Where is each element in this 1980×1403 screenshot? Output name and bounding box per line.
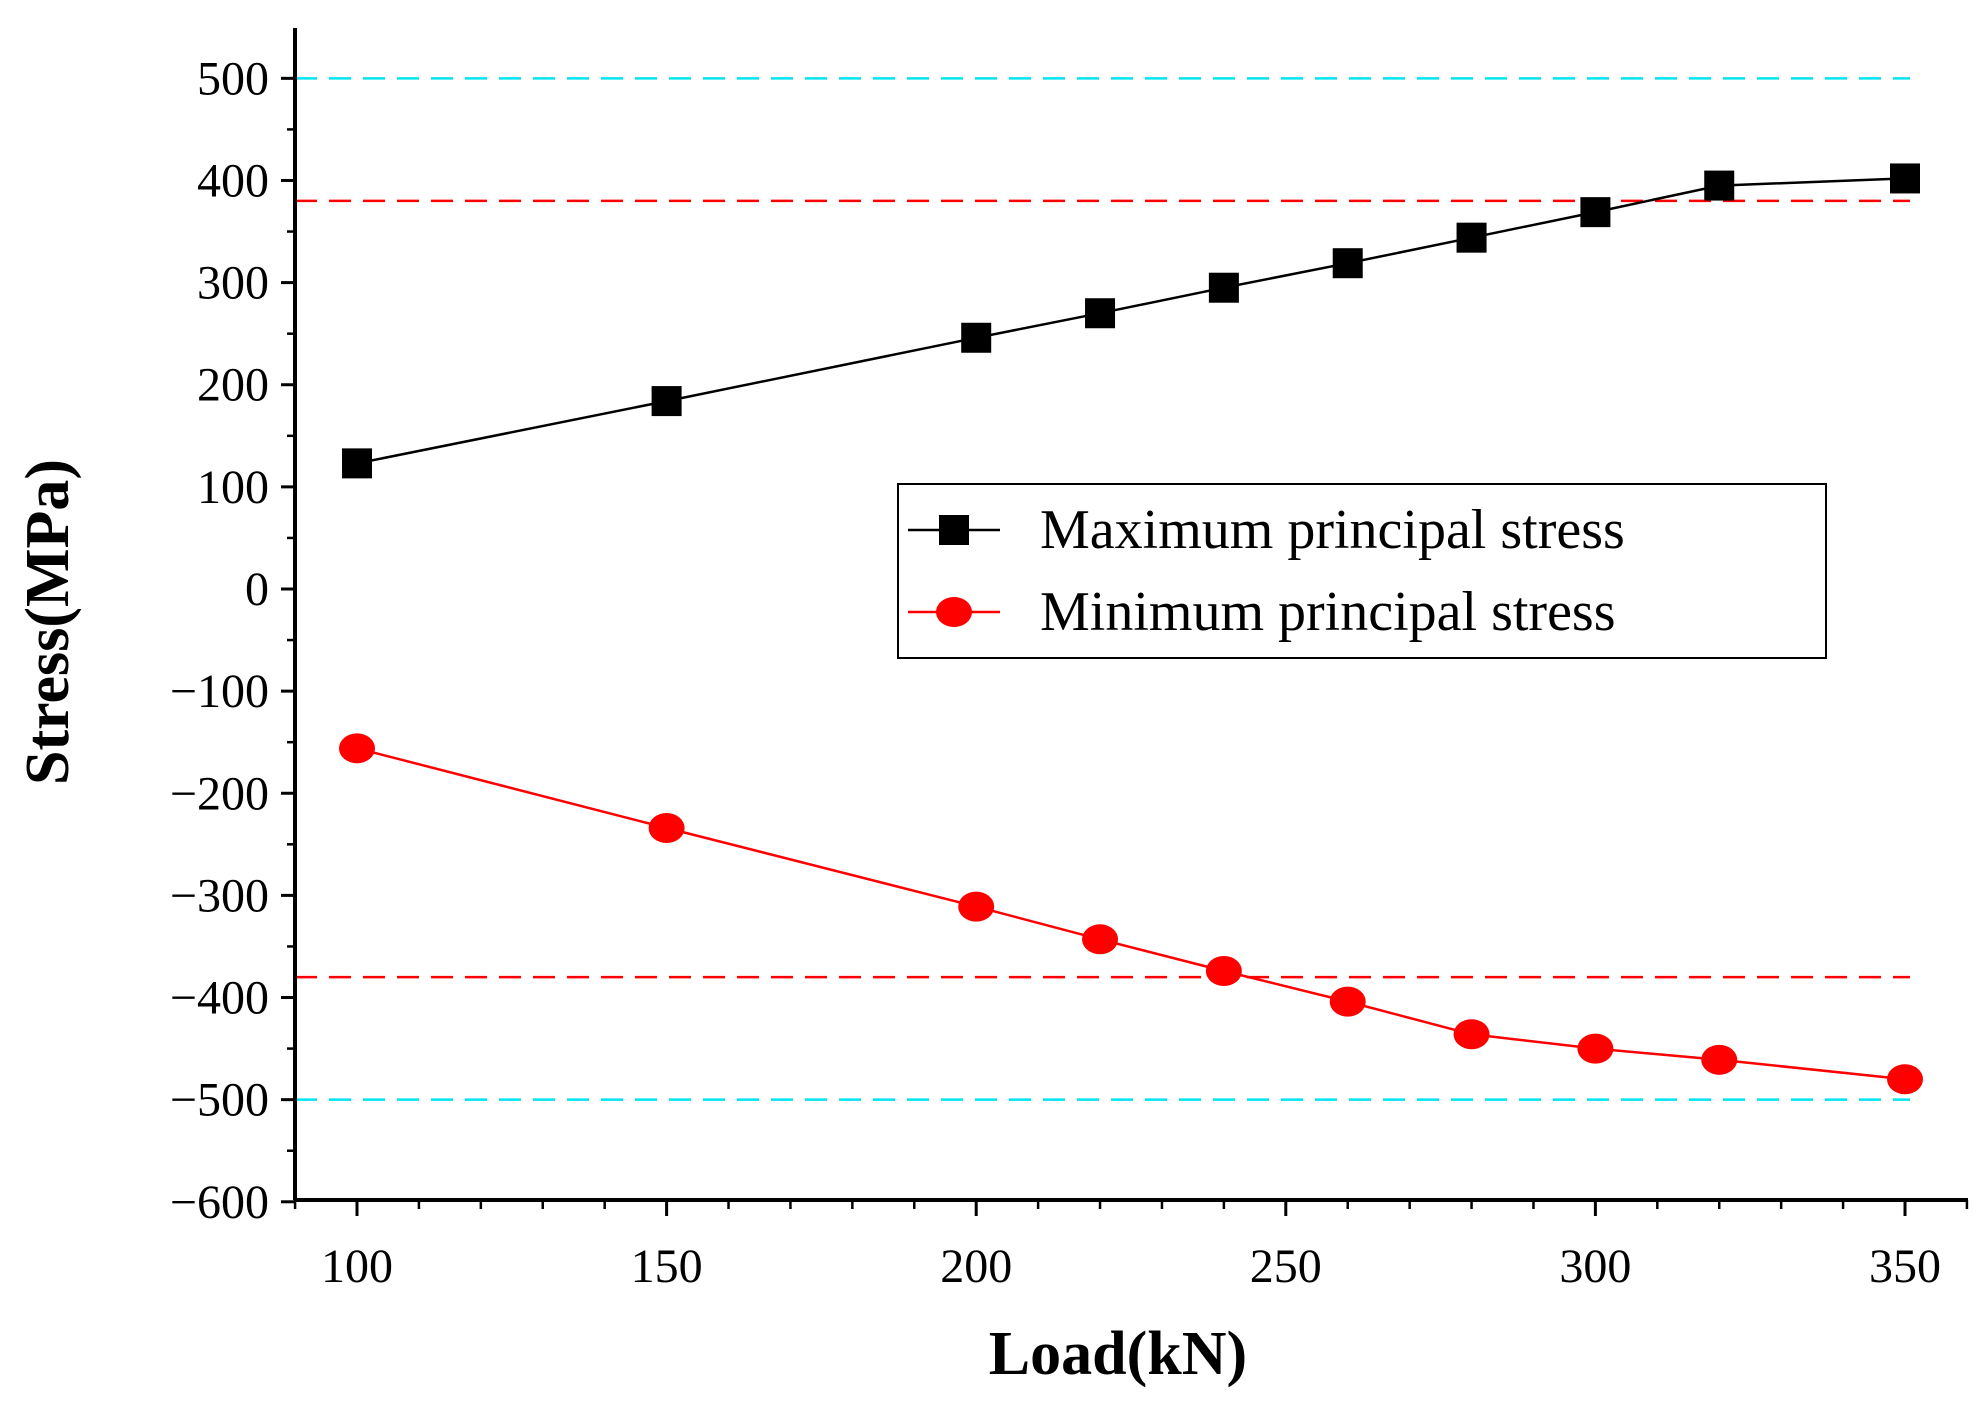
data-point bbox=[1887, 1064, 1923, 1095]
y-tick-label: 300 bbox=[197, 257, 269, 310]
y-tick-label: 500 bbox=[197, 52, 269, 105]
data-point bbox=[961, 322, 992, 353]
legend-item-1: Minimum principal stress bbox=[908, 581, 1616, 643]
data-point bbox=[648, 812, 685, 843]
data-point bbox=[1205, 955, 1242, 986]
y-tick-label: −400 bbox=[170, 972, 269, 1025]
x-axis-title: Load(kN) bbox=[989, 1320, 1247, 1388]
x-tick-label: 250 bbox=[1250, 1240, 1322, 1293]
legend-label: Maximum principal stress bbox=[1040, 499, 1625, 561]
y-tick-label: −500 bbox=[170, 1074, 269, 1127]
x-tick-label: 350 bbox=[1869, 1240, 1941, 1293]
x-axis-ticks: 100 150 200 250 300 350 bbox=[293, 1200, 1969, 1293]
y-tick-label: −300 bbox=[170, 869, 269, 922]
reference-lines bbox=[295, 77, 1910, 1101]
data-point bbox=[1082, 924, 1119, 955]
data-point bbox=[1890, 163, 1920, 194]
legend-item-0: Maximum principal stress bbox=[908, 499, 1625, 561]
data-point bbox=[1704, 170, 1735, 201]
x-tick-label: 300 bbox=[1559, 1240, 1631, 1293]
data-point bbox=[1208, 272, 1239, 303]
data-point bbox=[1085, 298, 1116, 329]
data-point bbox=[958, 891, 995, 922]
x-tick-label: 150 bbox=[631, 1240, 703, 1293]
y-axis-title: Stress(MPa) bbox=[14, 459, 82, 785]
data-point bbox=[1332, 248, 1363, 279]
data-point bbox=[1453, 1019, 1490, 1050]
legend-marker bbox=[939, 515, 969, 545]
y-tick-label: 200 bbox=[197, 359, 269, 412]
data-point bbox=[1577, 1033, 1614, 1064]
y-axis-ticks: 500 400 300 200 100 0 −100 −200 −300 −400 −500 −600 bbox=[170, 52, 295, 1229]
axes bbox=[293, 28, 1968, 1202]
legend-box bbox=[897, 483, 1827, 659]
series-1 bbox=[339, 733, 1923, 1095]
data-point bbox=[651, 386, 682, 417]
y-tick-label: 400 bbox=[197, 154, 269, 207]
data-point bbox=[1701, 1044, 1738, 1075]
series-layer bbox=[339, 163, 1923, 1095]
y-tick-label: −100 bbox=[170, 665, 269, 718]
y-tick-label: −200 bbox=[170, 767, 269, 820]
y-tick-label: −600 bbox=[170, 1176, 269, 1229]
y-tick-label: 100 bbox=[197, 461, 269, 514]
y-tick-label: 0 bbox=[245, 563, 269, 616]
series-line bbox=[356, 747, 1906, 1081]
legend-label: Minimum principal stress bbox=[1040, 581, 1616, 643]
data-point bbox=[1456, 222, 1487, 253]
data-point bbox=[342, 448, 372, 479]
data-point bbox=[1329, 986, 1366, 1017]
data-point bbox=[339, 733, 375, 764]
legend-marker bbox=[936, 597, 972, 627]
series-0 bbox=[342, 163, 1920, 479]
x-tick-label: 100 bbox=[321, 1240, 393, 1293]
series-line bbox=[356, 177, 1906, 465]
legend: Maximum principal stress Minimum principa… bbox=[897, 483, 1827, 659]
data-point bbox=[1580, 197, 1611, 228]
x-tick-label: 200 bbox=[940, 1240, 1012, 1293]
